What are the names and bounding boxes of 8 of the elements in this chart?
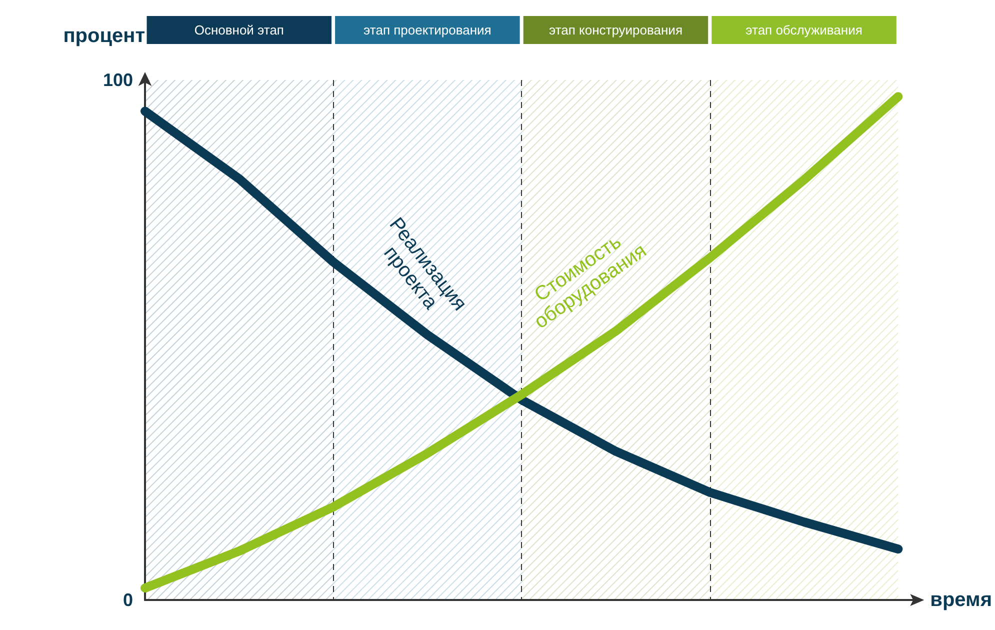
x-axis-title: время: [930, 589, 992, 611]
text: этап конструирования: [548, 22, 682, 38]
text: Основной этап: [194, 22, 284, 38]
y-axis-title: процент: [63, 25, 146, 47]
y-tick-label: 0: [122, 590, 133, 610]
text: этап обслуживания: [746, 22, 862, 38]
text: этап проектирования: [364, 22, 492, 38]
y-tick-label: 100: [102, 70, 133, 90]
